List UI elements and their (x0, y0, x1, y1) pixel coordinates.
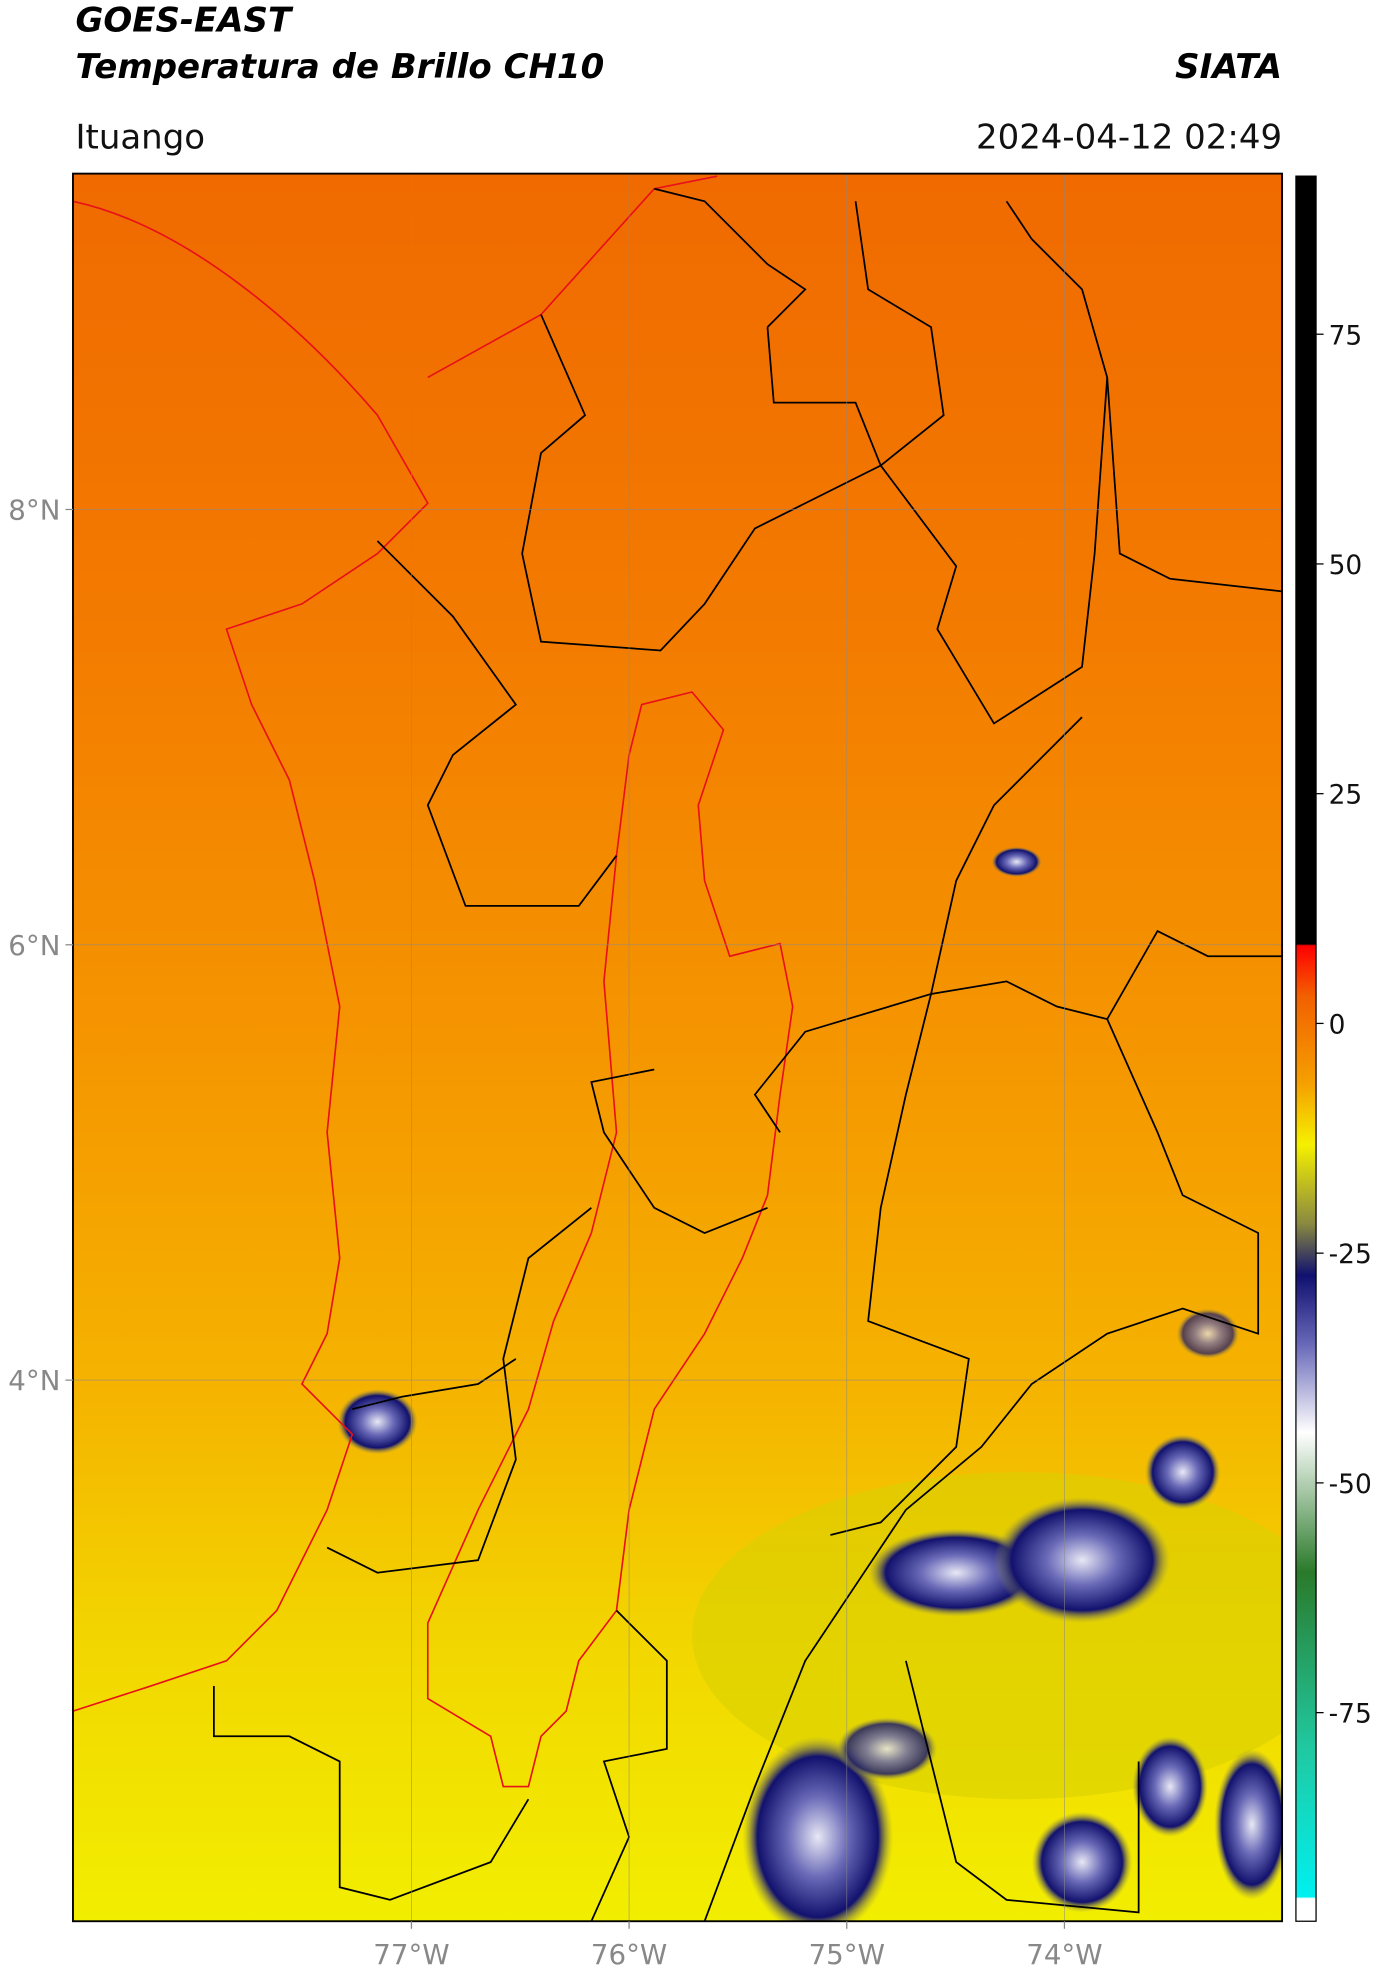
colorbar-scale (1295, 175, 1317, 1922)
colorbar-tick-label: -75 (1329, 1699, 1372, 1730)
lon-tick-label: 74°W (1026, 1938, 1102, 1971)
colorbar-tick-label: 25 (1329, 780, 1363, 811)
location: Ituango (75, 117, 205, 157)
lat-tick-label: 8°N (8, 494, 60, 527)
graticule (72, 173, 1283, 1922)
boundaries (72, 175, 1283, 1922)
colorbar-tick-label: 75 (1329, 320, 1363, 351)
colorbar-tick-label: -25 (1329, 1239, 1372, 1270)
datetime: 2024-04-12 02:49 (976, 117, 1282, 157)
map (72, 172, 1284, 1923)
source: SIATA (1175, 47, 1282, 87)
colorbar-tick-label: 50 (1329, 550, 1363, 581)
colorbar: 75 50 25 0 -25 -50 -75 (1295, 175, 1372, 1922)
satellite-title: GOES-EAST (75, 0, 293, 40)
cloud-tops (337, 846, 1283, 1922)
map-frame (72, 172, 1284, 1923)
colorbar-tick-label: -50 (1329, 1469, 1372, 1500)
lon-tick-label: 77°W (373, 1938, 449, 1971)
lon-tick-label: 76°W (591, 1938, 667, 1971)
lon-tick-label: 75°W (809, 1938, 885, 1971)
colorbar-tick-label: 0 (1329, 1009, 1346, 1040)
lat-tick-label: 4°N (8, 1364, 60, 1397)
lat-tick-label: 6°N (8, 929, 60, 962)
product-title: Temperatura de Brillo CH10 (75, 47, 604, 87)
